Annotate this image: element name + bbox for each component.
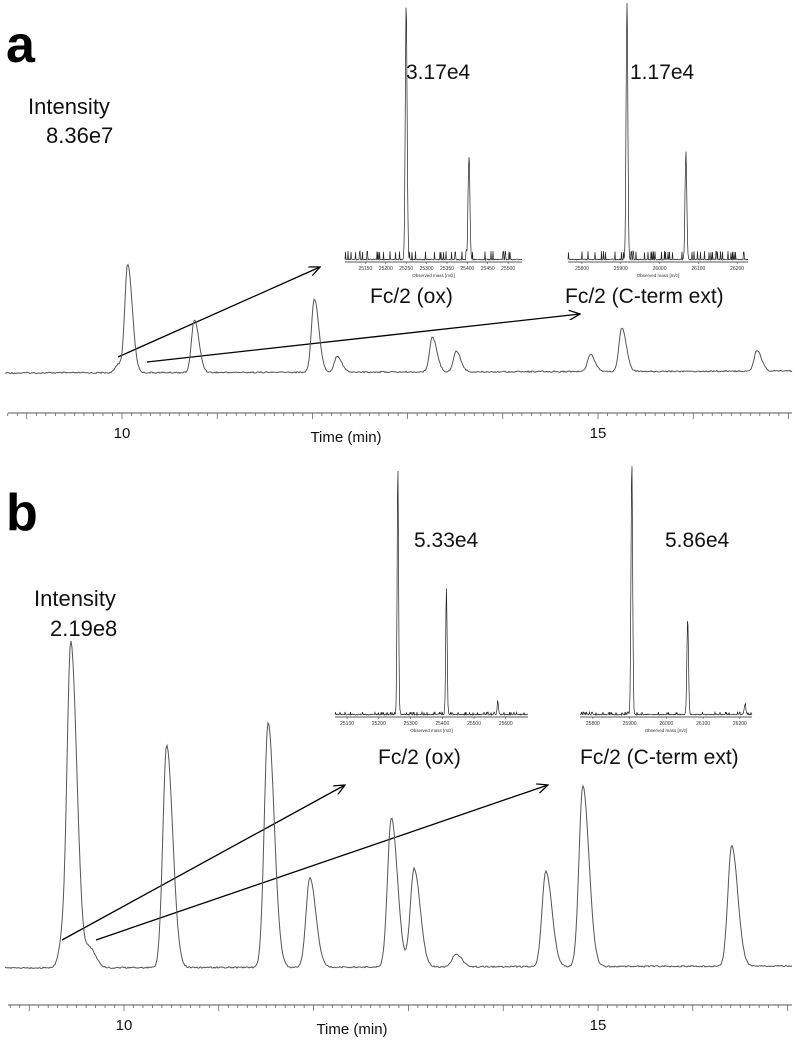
inset-spectrum: 25100 25200 25300 25400 25500 25600 Observed m… (334, 470, 529, 733)
inset-tick-label: 25900 (614, 266, 628, 272)
spectrum-trace (567, 2, 749, 261)
chromatogram-trace (4, 263, 793, 375)
x-tick-label: 15 (590, 1017, 607, 1034)
inset-tick-label: 26000 (659, 721, 673, 727)
panel-b: b Intensity 2.19e8 5.33e4 5.86e4 Fc/2 (o… (4, 466, 793, 1038)
inset-tick-label: 25200 (372, 721, 386, 727)
inset-tick-label: 26100 (696, 721, 710, 727)
x-tick-label: 15 (590, 425, 607, 442)
chromatogram-trace (4, 640, 793, 970)
panel-label-b: b (6, 484, 38, 542)
panel-a: a Intensity 8.36e7 3.17e4 1.17e4 Fc/2 (o… (4, 2, 793, 446)
spectrum-trace (334, 470, 529, 717)
inset-tick-label: 25400 (435, 721, 449, 727)
panel-label-a: a (6, 16, 36, 74)
arrow (61, 785, 345, 941)
spectrum-trace (579, 466, 753, 716)
inset-x-axis-title: Observed mass [m/z] (637, 273, 680, 278)
spectrum-trace (344, 7, 523, 262)
x-tick-label: 10 (116, 1017, 133, 1034)
arrow (117, 267, 320, 358)
x-tick-label: 10 (114, 425, 131, 442)
inset-tick-label: 25250 (399, 266, 413, 272)
chromatogram-a: 25150 25200 25250 25300 25350 25400 25450 25500… (4, 2, 793, 419)
intensity-max: 8.36e7 (46, 123, 113, 148)
inset-tick-label: 25350 (440, 266, 454, 272)
inset-spectrum: 25150 25200 25250 25300 25350 25400 25450 25500… (344, 7, 523, 278)
inset-x-axis-title: Observed mass [m/z] (410, 728, 453, 733)
x-axis-title: Time (min) (316, 1021, 387, 1038)
inset-tick-label: 25100 (340, 721, 354, 727)
inset-tick-label: 25800 (575, 266, 589, 272)
inset-tick-label: 25600 (499, 721, 513, 727)
inset-tick-label: 25300 (420, 266, 434, 272)
arrow (95, 785, 548, 941)
inset-intensity: 1.17e4 (630, 61, 695, 84)
inset-spectrum: 25800 25900 26000 26100 26200 Observed mass [… (567, 2, 749, 278)
inset-tick-label: 26200 (730, 266, 744, 272)
inset-x-axis-title: Observed mass [m/z] (645, 728, 688, 733)
inset-tick-label: 25450 (481, 266, 495, 272)
inset-tick-label: 26100 (691, 266, 705, 272)
inset-label: Fc/2 (C-term ext) (565, 285, 724, 308)
inset-label: Fc/2 (C-term ext) (580, 746, 739, 769)
inset-intensity: 5.86e4 (665, 529, 730, 552)
intensity-max: 2.19e8 (50, 616, 117, 641)
inset-tick-label: 26200 (733, 721, 747, 727)
inset-tick-label: 25500 (501, 266, 515, 272)
inset-label: Fc/2 (ox) (370, 285, 453, 308)
inset-tick-label: 26000 (653, 266, 667, 272)
arrow (146, 314, 580, 363)
inset-tick-label: 25900 (623, 721, 637, 727)
intensity-label: Intensity (34, 586, 116, 611)
intensity-label: Intensity (28, 94, 110, 119)
inset-tick-label: 25300 (404, 721, 418, 727)
inset-intensity: 3.17e4 (406, 61, 471, 84)
inset-tick-label: 25200 (379, 266, 393, 272)
chromatogram-b: 25100 25200 25300 25400 25500 25600 Observed m… (4, 466, 793, 1011)
inset-tick-label: 25800 (586, 721, 600, 727)
inset-x-axis-title: Observed mass [m/z] (412, 273, 455, 278)
inset-tick-label: 25500 (467, 721, 481, 727)
inset-intensity: 5.33e4 (414, 529, 479, 552)
inset-tick-label: 25150 (358, 266, 372, 272)
inset-tick-label: 25400 (460, 266, 474, 272)
inset-label: Fc/2 (ox) (378, 746, 461, 769)
x-axis-title: Time (min) (310, 429, 381, 446)
inset-spectrum: 25800 25900 26000 26100 26200 Observed mass [… (579, 466, 753, 733)
